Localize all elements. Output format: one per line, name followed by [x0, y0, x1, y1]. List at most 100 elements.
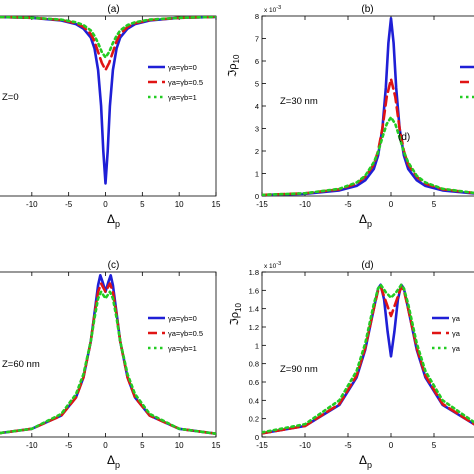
x-tick-label: -5: [65, 441, 73, 450]
series-line-2: [0, 16, 216, 59]
y-scale-base: x 10: [264, 263, 277, 270]
legend-label-1: γa: [452, 329, 461, 338]
legend: γa=γb=0 γa=γb=0.5 γa=γb=1: [148, 63, 203, 102]
series-line-0: [0, 274, 216, 435]
y-scale-note: x 10-3: [264, 261, 281, 270]
y-tick-label: 7: [255, 35, 259, 44]
y-scale-exponent: -3: [276, 5, 281, 11]
x-tick-label: 15: [212, 441, 221, 450]
legend-label-1: γa=γb=0.5: [168, 329, 203, 338]
series-line-1: [262, 285, 474, 435]
x-tick-label: -10: [299, 441, 311, 450]
y-tick-label: 6: [255, 57, 259, 66]
x-tick-label: 5: [140, 441, 145, 450]
panel-label: (b): [361, 4, 373, 15]
series-line-0: [262, 283, 474, 435]
z-annotation: Z=90 nm: [280, 364, 318, 375]
y-tick-label: 4: [255, 102, 259, 111]
legend: [460, 65, 474, 99]
series-group: [0, 274, 216, 435]
z-annotation: Z=30 nm: [280, 96, 318, 107]
x-tick-label: 10: [175, 200, 184, 209]
y-scale-note: x 10-3: [264, 5, 281, 14]
x-axis-label-sub: p: [115, 460, 120, 470]
x-tick-label: -10: [26, 200, 38, 209]
y-tick-label: 1: [255, 170, 259, 179]
x-tick-label: -5: [344, 200, 352, 209]
x-tick-label: -5: [344, 441, 352, 450]
y-axis-label: ℑρ10: [227, 54, 241, 77]
x-tick-label: 0: [389, 441, 394, 450]
plot-frame: [261, 271, 474, 438]
y-axis-label-main: ℑρ: [229, 312, 241, 326]
x-tick-label: 5: [432, 200, 437, 209]
panel-label: (c): [108, 260, 120, 271]
chart-panel-3: -15 -10 -5 0 5 0 0.2 0.4 0.6 0.8 1 1.2 1.4 1.6 1.8 x 10…: [229, 260, 474, 470]
y-axis-label-sub: 10: [234, 303, 243, 312]
series-group: [262, 17, 474, 196]
legend: γa γa γa: [432, 314, 461, 353]
x-tick-label: -10: [299, 200, 311, 209]
legend-label-0: γa=γb=0: [168, 314, 197, 323]
y-tick-label: 0: [255, 192, 259, 201]
z-annotation: Z=0: [2, 92, 19, 103]
x-axis-label-sub: p: [115, 219, 120, 229]
x-tick-label: -5: [65, 200, 73, 209]
y-axis-label-main: ℑρ: [227, 63, 239, 77]
y-tick-label: 3: [255, 125, 259, 134]
panel-label: (a): [107, 4, 119, 15]
y-tick-label: 1.2: [249, 323, 259, 332]
x-tick-label: 0: [103, 441, 108, 450]
x-axis-label-sub: p: [367, 460, 372, 470]
y-tick-label: 5: [255, 80, 259, 89]
chart-panel-0: -10 -5 0 5 10 15Δp(a)Z=0γa=γb=0γa=γb=0.5γa=γb…: [0, 4, 221, 229]
series-line-1: [0, 282, 216, 435]
y-tick-label: 1.6: [249, 286, 259, 295]
x-axis-label-main: Δ: [107, 453, 115, 467]
series-line-2: [262, 116, 474, 196]
y-tick-label: 0: [255, 433, 259, 442]
x-tick-label: 0: [389, 200, 394, 209]
legend-label-0: γa=γb=0: [168, 63, 197, 72]
x-tick-label: 0: [103, 200, 108, 209]
x-axis-label: Δp: [107, 453, 120, 470]
y-tick-label: 1: [255, 341, 259, 350]
overlap-label: (d): [398, 132, 410, 143]
chart-panel-1: -15 -10 -5 0 5 0 1 2 3 4 5 6 7 8 x 10-3 ℑρ10 Δp (b) Z=30 n…: [227, 4, 474, 229]
y-tick-label: 0.4: [249, 396, 259, 405]
x-tick-label: 5: [432, 441, 437, 450]
x-tick-label: -15: [256, 441, 268, 450]
legend-label-2: γa: [452, 344, 461, 353]
x-axis-label: Δp: [359, 453, 372, 470]
legend-label-0: γa: [452, 314, 461, 323]
legend-label-1: γa=γb=0.5: [168, 78, 203, 87]
x-tick-label: -15: [256, 200, 268, 209]
x-axis-label-main: Δ: [107, 212, 115, 226]
series-group: [262, 283, 474, 435]
x-tick-label: 5: [140, 200, 145, 209]
x-tick-label: 15: [212, 200, 221, 209]
series-group: [0, 16, 216, 185]
legend-label-2: γa=γb=1: [168, 93, 197, 102]
series-line-2: [0, 290, 216, 435]
y-tick-label: 2: [255, 147, 259, 156]
z-annotation: Z=60 nm: [2, 359, 40, 370]
y-tick-label: 1.4: [249, 305, 259, 314]
x-axis-label: Δp: [359, 212, 372, 229]
y-tick-label: 0.8: [249, 360, 259, 369]
panel-label: (d): [361, 260, 373, 271]
y-tick-label: 0.6: [249, 378, 259, 387]
y-axis-label-sub: 10: [232, 54, 241, 63]
legend-label-2: γa=γb=1: [168, 344, 197, 353]
y-scale-exponent: -3: [276, 261, 281, 267]
x-axis-label-main: Δ: [359, 212, 367, 226]
x-axis-label: Δp: [107, 212, 120, 229]
series-line-2: [262, 283, 474, 434]
plot-frame: [0, 15, 217, 197]
legend: γa=γb=0 γa=γb=0.5 γa=γb=1: [148, 314, 203, 353]
y-scale-base: x 10: [264, 7, 277, 14]
series-line-0: [262, 17, 474, 196]
y-tick-label: 8: [255, 12, 259, 21]
